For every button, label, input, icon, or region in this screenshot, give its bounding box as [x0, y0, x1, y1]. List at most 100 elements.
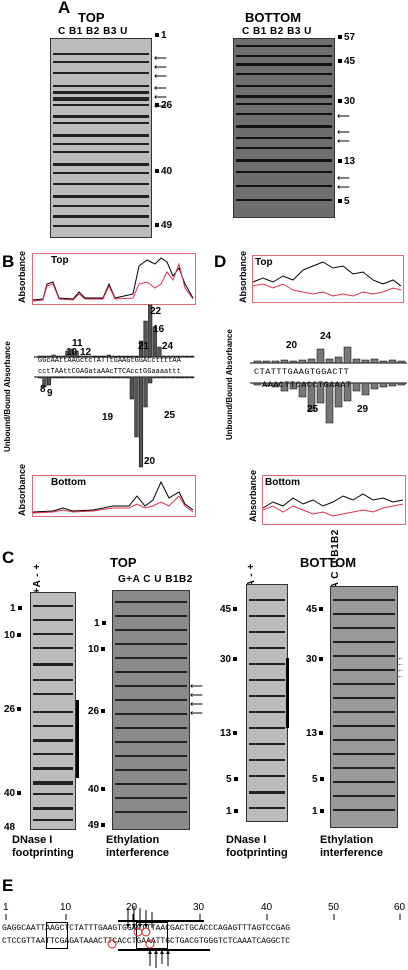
panel-b-label: B: [2, 252, 15, 271]
bar-up: [143, 320, 148, 358]
bar-up: [152, 326, 157, 358]
panel-a-top-gel: [50, 38, 152, 238]
panel-d-bottom-trace-svg: [262, 493, 404, 517]
bar-down: [152, 376, 157, 379]
bar-down: [69, 376, 75, 379]
bar-down: [129, 376, 134, 400]
panel-d-seq-bottom: AAACTTCACCTGAAAT: [262, 380, 352, 390]
panel-c-bottom-ethyl-arrows: ← ← ← ←: [397, 655, 404, 680]
bar-down: [379, 382, 388, 388]
bar-down: [88, 376, 93, 379]
bar-up: [334, 356, 343, 364]
panel-a-bottom-marker-5: 5: [338, 196, 350, 207]
panel-d-top-trace: Top: [252, 255, 404, 303]
bar-up: [148, 304, 153, 358]
bar-up: [134, 355, 139, 358]
panel-a-bottom-marker-30: 30: [338, 96, 355, 107]
bar-up: [370, 358, 379, 364]
bar-down: [120, 376, 125, 379]
panel-d-seq-top: CTATTTGAAGTGGACTT: [254, 367, 350, 377]
panel-b-num-10: 10: [66, 347, 78, 358]
panel-a-top-arrows-1: ⟵ ⟵ ⟵: [154, 53, 167, 81]
bar-down: [60, 376, 65, 379]
panel-c-bottom-ethyl-gel: [330, 586, 398, 828]
bar-down: [148, 376, 153, 384]
panel-d-bottom-label: Bottom: [265, 477, 300, 488]
bar-up: [175, 355, 180, 358]
panel-a-bottom-gel: [233, 38, 335, 218]
panel-c-bottom-ethyl-marker-5: 5: [312, 774, 326, 785]
bar-up: [120, 355, 125, 358]
panel-d-top-label: Top: [255, 257, 273, 268]
panel-b-top-trace: Top: [32, 253, 196, 305]
panel-e-ticks: [5, 914, 401, 920]
panel-d-top-trace-svg: [252, 261, 402, 297]
bar-up: [325, 358, 334, 364]
panel-c-top-dnase-gel: [30, 592, 76, 830]
panel-b-bottom-trace-svg: [32, 480, 194, 514]
bar-down: [343, 382, 352, 402]
panel-c-bottom-title: BOTTOM: [300, 555, 357, 570]
panel-c-top-dnase-marker-40: 40: [4, 788, 23, 799]
bar-up: [253, 360, 262, 364]
panel-c-bottom-ethyl-marker-30: 30: [306, 654, 325, 665]
bar-down: [157, 376, 162, 379]
bar-down: [253, 382, 262, 386]
bar-down: [289, 382, 298, 390]
bar-down: [106, 376, 111, 379]
panel-a-bottom-lanes: C B1 B2 B3 U: [242, 26, 312, 37]
bar-up: [307, 358, 316, 364]
panel-c-bottom-dnase-footprint-bar: [286, 658, 289, 728]
bar-down: [171, 376, 176, 379]
panel-a-top-lanes: C B1 B2 B3 U: [58, 26, 128, 37]
panel-c-top-dnase-marker-10: 10: [4, 630, 23, 641]
panel-b-num-8: 8: [40, 384, 46, 395]
panel-b-num-11: 11: [72, 338, 83, 349]
bar-up: [166, 355, 171, 358]
bar-down: [280, 382, 289, 392]
panel-c-top-ethyl-marker-1: 1: [94, 618, 108, 629]
panel-d-num-29: 29: [357, 404, 369, 415]
bar-up: [88, 355, 93, 358]
panel-a-top-marker-1: 1: [155, 30, 167, 41]
bar-down: [56, 376, 61, 379]
bar-up: [157, 346, 162, 358]
bar-up: [42, 355, 47, 358]
panel-c-bottom-dnase-marker-5: 5: [226, 774, 240, 785]
panel-a-bottom-arrows-2: ⟵ ⟵: [337, 127, 350, 146]
bar-up: [115, 355, 121, 358]
bar-up: [379, 360, 388, 364]
bar-up: [92, 355, 98, 358]
bar-up: [56, 355, 61, 358]
panel-b-num-12: 12: [80, 347, 92, 358]
bar-down: [189, 376, 194, 379]
panel-c-bottom-ethyl-caption: Ethylation interference: [320, 834, 383, 859]
panel-c-bottom-dnase-marker-30: 30: [220, 654, 239, 665]
panel-c-top-ethyl-gel: [112, 590, 190, 830]
bar-down: [83, 376, 88, 379]
panel-d-num-24: 24: [320, 331, 332, 342]
panel-e-tick-20: 20: [126, 902, 138, 913]
bar-up: [102, 355, 107, 358]
panel-e-tick-40: 40: [261, 902, 273, 913]
panel-b-num-25: 25: [164, 410, 176, 421]
panel-c-bottom-ethyl-marker-1: 1: [312, 806, 326, 817]
bar-down: [184, 376, 190, 379]
panel-c-bottom-dnase-gel: [246, 584, 288, 822]
bar-down: [143, 376, 148, 408]
panel-b-absorbance-label-top: Absorbance: [17, 250, 27, 303]
bar-down: [175, 376, 180, 379]
panel-c-top-ethyl-arrows: ⟵ ⟵ ⟵ ⟵: [190, 681, 203, 718]
panel-c-top-ethyl-marker-40: 40: [88, 784, 107, 795]
panel-c-top-dnase-marker-26: 26: [4, 704, 23, 715]
bar-up: [37, 355, 42, 358]
bar-up: [97, 355, 102, 358]
panel-e-protect-bar-top: [118, 920, 204, 922]
bar-down: [138, 376, 144, 468]
panel-b-num-19: 19: [102, 412, 114, 423]
panel-b-num-20: 20: [144, 456, 156, 467]
bar-down: [37, 376, 42, 379]
bar-up: [189, 355, 194, 358]
bar-down: [79, 376, 84, 379]
